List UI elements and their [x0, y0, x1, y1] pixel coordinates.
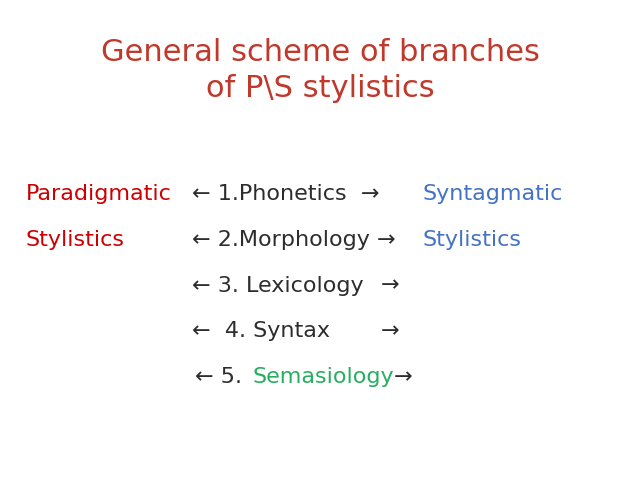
- Text: →: →: [381, 321, 399, 341]
- Text: ←  4. Syntax: ← 4. Syntax: [192, 321, 330, 341]
- Text: ← 2.Morphology →: ← 2.Morphology →: [192, 230, 396, 250]
- Text: ← 1.Phonetics  →: ← 1.Phonetics →: [192, 184, 380, 204]
- Text: →: →: [381, 276, 399, 296]
- Text: Semasiology: Semasiology: [253, 367, 394, 387]
- Text: Paradigmatic: Paradigmatic: [26, 184, 172, 204]
- Text: ← 5.: ← 5.: [195, 367, 250, 387]
- Text: Stylistics: Stylistics: [26, 230, 125, 250]
- Text: ← 3. Lexicology: ← 3. Lexicology: [192, 276, 364, 296]
- Text: Stylistics: Stylistics: [422, 230, 522, 250]
- Text: Syntagmatic: Syntagmatic: [422, 184, 563, 204]
- Text: →: →: [394, 367, 412, 387]
- Text: General scheme of branches
of P\S stylistics: General scheme of branches of P\S stylis…: [100, 38, 540, 103]
